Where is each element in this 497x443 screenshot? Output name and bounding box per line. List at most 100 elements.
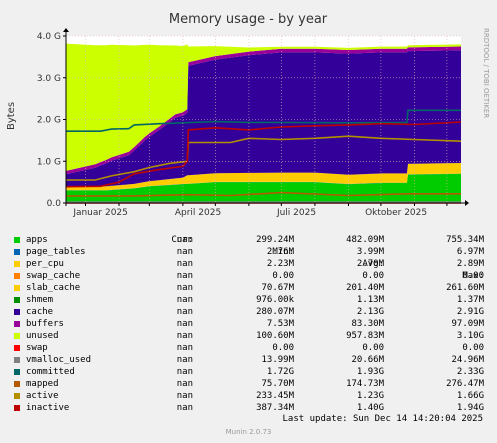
y-axis-arrow — [63, 28, 69, 32]
legend-name: vmalloc_used — [26, 355, 92, 365]
memory-chart: Memory usage - by year Bytes RRDTOOL / T… — [6, 12, 490, 218]
legend-cur: nan — [176, 271, 193, 281]
legend-row-shmem: shmem nan 976.00k 1.13M 1.37M — [14, 294, 484, 306]
legend-row-slab_cache: slab_cache nan 70.67M 201.40M 261.60M — [14, 282, 484, 294]
legend-max: 2.89M — [456, 259, 484, 269]
legend-cur: nan — [176, 403, 193, 413]
legend-min: 2.76M — [266, 247, 294, 257]
line-committed — [66, 109, 461, 132]
legend-avg: 2.70M — [356, 259, 384, 269]
legend-avg: 201.40M — [346, 283, 384, 293]
legend-cur: nan — [176, 247, 193, 257]
legend-swatch — [14, 345, 20, 351]
legend-cur: nan — [176, 355, 193, 365]
legend-row-swap_cache: swap_cache nan 0.00 0.00 0.00 — [14, 270, 484, 282]
legend-name: mapped — [26, 379, 59, 389]
legend-avg: 3.99M — [356, 247, 384, 257]
header-max: Max: — [462, 271, 484, 281]
legend-max: 1.66G — [456, 391, 484, 401]
legend-name: cache — [26, 307, 54, 317]
legend-cur: nan — [176, 259, 193, 269]
legend-name: slab_cache — [26, 283, 81, 293]
x-axis-arrow — [465, 200, 469, 206]
line-mapped — [66, 191, 461, 197]
legend-name: swap — [26, 343, 48, 353]
legend-cur: nan — [176, 343, 193, 353]
legend-max: 276.47M — [446, 379, 484, 389]
legend-swatch — [14, 393, 20, 399]
legend-min: 387.34M — [256, 403, 294, 413]
area-slab_cache — [66, 163, 461, 191]
rrdtool-credit: RRDTOOL / TOBI OETIKER — [482, 28, 490, 118]
legend-name: swap_cache — [26, 271, 81, 281]
legend-avg: 20.66M — [351, 355, 384, 365]
legend-min: 0.00 — [272, 271, 294, 281]
legend-max: 755.34M — [446, 235, 484, 245]
legend-cur: nan — [176, 307, 193, 317]
legend-swatch — [14, 297, 20, 303]
legend-max: 0.00 — [462, 343, 484, 353]
legend-cur: nan — [176, 283, 193, 293]
legend-swatch — [14, 333, 20, 339]
legend-min: 233.45M — [256, 391, 294, 401]
legend-min: 2.23M — [266, 259, 294, 269]
legend-cur: nan — [176, 319, 193, 329]
legend-cur: nan — [176, 367, 193, 377]
legend-swatch — [14, 321, 20, 327]
y-axis-label: Bytes — [6, 102, 17, 130]
legend-max: 3.10G — [456, 331, 484, 341]
legend-max: 261.60M — [446, 283, 484, 293]
legend-swatch — [14, 357, 20, 363]
legend-row-committed: committed nan 1.72G 1.93G 2.33G — [14, 366, 484, 378]
x-axis-ticks: Januar 2025 April 2025 Juli 2025 Oktober 20… — [72, 203, 448, 218]
header-min: Min: — [272, 247, 294, 257]
x-tick-label: Januar 2025 — [72, 208, 128, 218]
legend-row-cache: cache nan 280.07M 2.13G 2.91G — [14, 306, 484, 318]
legend-name: page_tables — [26, 247, 86, 257]
legend-row-swap: swap nan 0.00 0.00 0.00 — [14, 342, 484, 354]
legend-max: 1.37M — [456, 295, 484, 305]
legend-avg: 1.40G — [356, 403, 384, 413]
legend-row-buffers: buffers nan 7.53M 83.30M 97.09M — [14, 318, 484, 330]
legend-cur: nan — [176, 235, 193, 245]
legend-swatch — [14, 261, 20, 267]
legend-max: 0.00 — [462, 271, 484, 281]
legend-max: 6.97M — [456, 247, 484, 257]
grid-lines — [66, 35, 461, 203]
legend-header: Cur: Min: Avg: Max: — [14, 222, 484, 281]
legend-name: inactive — [26, 403, 70, 413]
legend-swatch — [14, 285, 20, 291]
legend-row-vmalloc_used: vmalloc_used nan 13.99M 20.66M 24.96M — [14, 354, 484, 366]
legend-avg: 1.13M — [356, 295, 384, 305]
legend-min: 70.67M — [261, 283, 294, 293]
legend-name: committed — [26, 367, 75, 377]
legend-row-apps: apps nan 299.24M 482.09M 755.34M — [14, 234, 484, 246]
legend-max: 2.33G — [456, 367, 484, 377]
legend-name: buffers — [26, 319, 64, 329]
legend-avg: 0.00 — [362, 271, 384, 281]
legend-avg: 482.09M — [346, 235, 384, 245]
legend-row-mapped: mapped nan 75.70M 174.73M 276.47M — [14, 378, 484, 390]
legend-row-page_tables: page_tables nan 2.76M 3.99M 6.97M — [14, 246, 484, 258]
y-tick-label: 2.0 G — [37, 116, 61, 126]
legend-min: 13.99M — [261, 355, 294, 365]
x-tick-label: Juli 2025 — [276, 208, 316, 218]
y-tick-label: 4.0 G — [37, 32, 61, 42]
legend-min: 1.72G — [266, 367, 294, 377]
legend-avg: 1.23G — [356, 391, 384, 401]
area-cache — [66, 50, 461, 187]
legend-avg: 0.00 — [362, 343, 384, 353]
y-tick-label: 1.0 G — [37, 157, 61, 167]
legend-min: 7.53M — [266, 319, 294, 329]
legend-name: apps — [26, 235, 48, 245]
legend-cur: nan — [176, 391, 193, 401]
area-unused — [66, 43, 461, 171]
legend-min: 299.24M — [256, 235, 294, 245]
y-tick-label: 3.0 G — [37, 74, 61, 84]
legend-swatch — [14, 381, 20, 387]
legend-avg: 83.30M — [351, 319, 384, 329]
legend-table: Cur: Min: Avg: Max: apps nan 299.24M 482.09… — [14, 222, 484, 414]
legend-cur: nan — [176, 295, 193, 305]
series-lines — [65, 109, 462, 204]
last-update: Last update: Sun Dec 14 14:20:04 2025 — [282, 414, 483, 424]
